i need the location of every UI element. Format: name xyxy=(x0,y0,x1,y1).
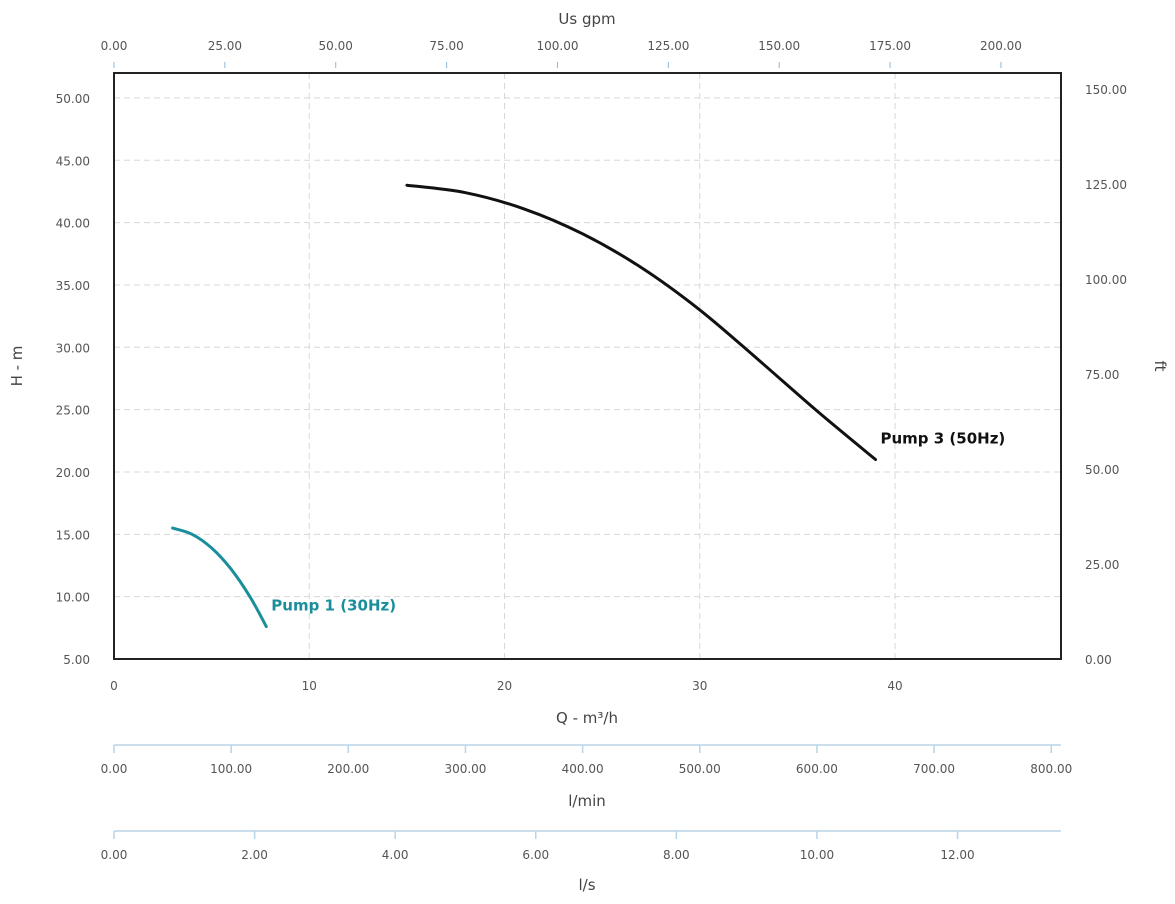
right-tick-label: 0.00 xyxy=(1085,653,1112,667)
extra-axis-tick-label: 6.00 xyxy=(522,848,549,862)
top-tick-label: 175.00 xyxy=(869,39,911,53)
y-tick-label: 30.00 xyxy=(56,341,90,355)
y-tick-label: 50.00 xyxy=(56,92,90,106)
x-tick-label: 40 xyxy=(887,679,902,693)
right-tick-label: 75.00 xyxy=(1085,368,1119,382)
right-tick-label: 50.00 xyxy=(1085,463,1119,477)
top-tick-label: 100.00 xyxy=(536,39,578,53)
lmin-axis-title: l/min xyxy=(568,792,606,810)
top-tick-label: 50.00 xyxy=(319,39,353,53)
x-tick-label: 30 xyxy=(692,679,707,693)
series-label: Pump 1 (30Hz) xyxy=(271,597,396,615)
extra-axis-tick-label: 600.00 xyxy=(796,762,838,776)
extra-axis-tick-label: 10.00 xyxy=(800,848,834,862)
extra-axis-tick-label: 2.00 xyxy=(241,848,268,862)
series-line xyxy=(405,183,878,462)
series-line xyxy=(171,526,268,629)
y-tick-label: 25.00 xyxy=(56,404,90,418)
right-tick-label: 25.00 xyxy=(1085,558,1119,572)
extra-axis-tick-label: 500.00 xyxy=(679,762,721,776)
y-axis-title: H - m xyxy=(8,346,26,387)
top-tick-label: 200.00 xyxy=(980,39,1022,53)
top-tick-label: 150.00 xyxy=(758,39,800,53)
right-tick-label: 125.00 xyxy=(1085,178,1127,192)
extra-axis-tick-label: 800.00 xyxy=(1030,762,1072,776)
extra-axis-tick-label: 12.00 xyxy=(940,848,974,862)
top-tick-label: 75.00 xyxy=(429,39,463,53)
extra-axis-tick-label: 300.00 xyxy=(444,762,486,776)
extra-axis-tick-label: 400.00 xyxy=(562,762,604,776)
x-tick-label: 0 xyxy=(110,679,118,693)
y-tick-label: 40.00 xyxy=(56,217,90,231)
extra-axis-tick-label: 200.00 xyxy=(327,762,369,776)
series-label: Pump 3 (50Hz) xyxy=(881,430,1006,448)
extra-axis-tick-label: 0.00 xyxy=(101,848,128,862)
ls-axis-title: l/s xyxy=(578,876,595,894)
y-tick-label: 10.00 xyxy=(56,591,90,605)
right-tick-label: 175.00 xyxy=(1085,0,1127,2)
series-layer: Pump 1 (30Hz) Pump 3 (50Hz) xyxy=(171,183,1006,629)
y-tick-label: 20.00 xyxy=(56,466,90,480)
top-tick-label: 0.00 xyxy=(101,39,128,53)
y-tick-label: 35.00 xyxy=(56,279,90,293)
extra-axis-tick-label: 4.00 xyxy=(382,848,409,862)
plot-frame xyxy=(113,72,1062,660)
right-tick-label: 150.00 xyxy=(1085,83,1127,97)
x-axis-title: Q - m³/h xyxy=(556,709,618,727)
y-tick-label: 15.00 xyxy=(56,528,90,542)
extra-axis-tick-label: 100.00 xyxy=(210,762,252,776)
x-tick-label: 20 xyxy=(497,679,512,693)
extra-axis-tick-label: 700.00 xyxy=(913,762,955,776)
extra-axis-tick-label: 8.00 xyxy=(663,848,690,862)
x-tick-label: 10 xyxy=(302,679,317,693)
top-axis-title: Us gpm xyxy=(558,10,615,28)
right-tick-label: 100.00 xyxy=(1085,273,1127,287)
top-tick-label: 25.00 xyxy=(208,39,242,53)
tick-labels: 0 10 20 30 40 5.00 10.00 15.00 20.00 25.00 30.00 35… xyxy=(56,0,1127,862)
y-tick-label: 45.00 xyxy=(56,154,90,168)
right-axis-title: ft xyxy=(1151,361,1169,372)
top-tick-label: 125.00 xyxy=(647,39,689,53)
extra-axis-tick-label: 0.00 xyxy=(101,762,128,776)
grid-layer xyxy=(114,73,1061,659)
y-tick-label: 5.00 xyxy=(63,653,90,667)
